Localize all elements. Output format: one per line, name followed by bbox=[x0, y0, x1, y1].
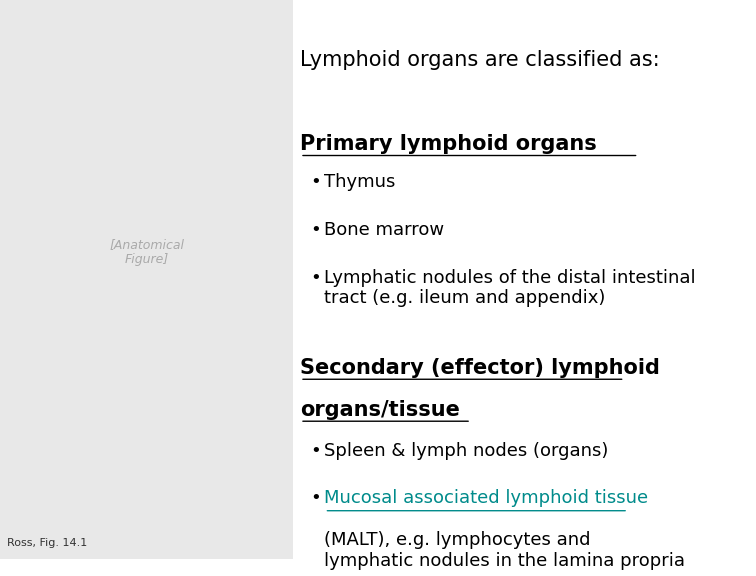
Text: organs/tissue: organs/tissue bbox=[300, 400, 460, 420]
Text: (MALT), e.g. lymphocytes and
lymphatic nodules in the lamina propria: (MALT), e.g. lymphocytes and lymphatic n… bbox=[324, 532, 686, 570]
Text: Secondary (effector) lymphoid: Secondary (effector) lymphoid bbox=[300, 358, 660, 378]
Text: Bone marrow: Bone marrow bbox=[324, 221, 445, 239]
Text: •: • bbox=[311, 221, 321, 239]
Text: Lymphoid organs are classified as:: Lymphoid organs are classified as: bbox=[300, 50, 660, 70]
Text: •: • bbox=[311, 490, 321, 507]
Text: Thymus: Thymus bbox=[324, 173, 396, 191]
Text: [Anatomical
Figure]: [Anatomical Figure] bbox=[109, 238, 184, 266]
Text: Primary lymphoid organs: Primary lymphoid organs bbox=[300, 134, 596, 154]
Text: •: • bbox=[311, 268, 321, 286]
Text: Mucosal associated lymphoid tissue: Mucosal associated lymphoid tissue bbox=[324, 490, 649, 507]
Text: Spleen & lymph nodes (organs): Spleen & lymph nodes (organs) bbox=[324, 442, 609, 460]
Text: •: • bbox=[311, 442, 321, 460]
Text: •: • bbox=[311, 173, 321, 191]
FancyBboxPatch shape bbox=[0, 0, 293, 559]
Text: Lymphatic nodules of the distal intestinal
tract (e.g. ileum and appendix): Lymphatic nodules of the distal intestin… bbox=[324, 268, 696, 308]
Text: Ross, Fig. 14.1: Ross, Fig. 14.1 bbox=[7, 538, 87, 548]
